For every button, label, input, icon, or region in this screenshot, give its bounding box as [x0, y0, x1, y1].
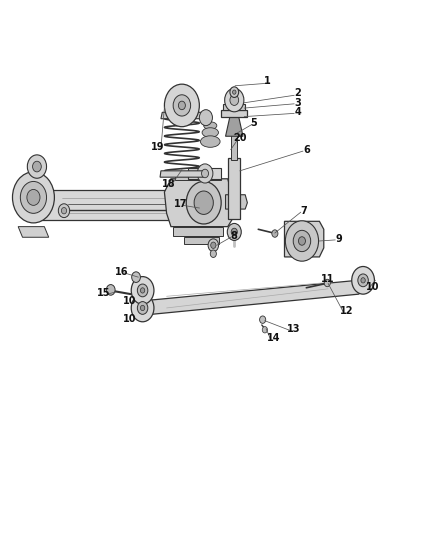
Circle shape	[32, 161, 41, 172]
Text: 18: 18	[162, 179, 176, 189]
Text: 2: 2	[294, 88, 301, 98]
Text: 1: 1	[264, 77, 270, 86]
Text: 3: 3	[294, 98, 301, 108]
Circle shape	[352, 266, 374, 294]
Circle shape	[208, 239, 219, 252]
Circle shape	[199, 110, 212, 126]
Text: 14: 14	[267, 333, 280, 343]
Ellipse shape	[201, 136, 220, 147]
Circle shape	[260, 316, 266, 324]
Text: 10: 10	[366, 282, 380, 292]
Circle shape	[361, 278, 365, 283]
Circle shape	[201, 169, 208, 177]
Circle shape	[197, 164, 213, 183]
Text: 5: 5	[251, 118, 257, 128]
Text: 11: 11	[321, 274, 334, 284]
Polygon shape	[134, 272, 365, 316]
Circle shape	[138, 284, 148, 297]
Circle shape	[12, 172, 54, 223]
Circle shape	[298, 237, 305, 245]
Text: 8: 8	[231, 231, 238, 241]
Circle shape	[106, 285, 115, 295]
Polygon shape	[285, 221, 324, 257]
Circle shape	[194, 191, 213, 214]
Polygon shape	[223, 104, 245, 110]
Circle shape	[27, 155, 46, 178]
Circle shape	[272, 230, 278, 237]
Text: 15: 15	[97, 288, 110, 298]
Text: 20: 20	[233, 133, 247, 143]
Polygon shape	[18, 227, 49, 237]
Polygon shape	[226, 195, 247, 209]
Circle shape	[293, 230, 311, 252]
Circle shape	[225, 88, 244, 112]
Text: 4: 4	[294, 107, 301, 117]
Polygon shape	[188, 168, 221, 179]
Circle shape	[324, 279, 330, 287]
Polygon shape	[226, 117, 243, 136]
Circle shape	[61, 207, 67, 214]
Circle shape	[230, 95, 239, 106]
Text: 10: 10	[123, 313, 136, 324]
Circle shape	[173, 95, 191, 116]
Text: 16: 16	[115, 267, 129, 277]
Circle shape	[230, 87, 239, 98]
Circle shape	[178, 101, 185, 110]
Circle shape	[27, 189, 40, 205]
Circle shape	[58, 204, 70, 217]
Circle shape	[227, 223, 241, 240]
Text: 19: 19	[151, 142, 165, 152]
Polygon shape	[40, 190, 230, 220]
Circle shape	[358, 274, 368, 287]
Circle shape	[141, 288, 145, 293]
Circle shape	[186, 181, 221, 224]
Text: 6: 6	[303, 144, 310, 155]
Circle shape	[20, 181, 46, 213]
Circle shape	[286, 221, 318, 261]
Text: 9: 9	[336, 234, 343, 244]
Circle shape	[131, 294, 154, 322]
Polygon shape	[231, 134, 237, 160]
Text: 17: 17	[174, 199, 188, 209]
Text: 13: 13	[287, 324, 301, 334]
Polygon shape	[164, 179, 234, 227]
Text: 10: 10	[123, 296, 136, 306]
Polygon shape	[221, 110, 247, 117]
Ellipse shape	[204, 122, 217, 130]
Polygon shape	[160, 171, 204, 177]
Circle shape	[141, 305, 145, 311]
Circle shape	[131, 277, 154, 304]
Text: 7: 7	[301, 206, 307, 216]
Text: 12: 12	[340, 305, 353, 316]
Circle shape	[164, 84, 199, 127]
Polygon shape	[173, 227, 223, 236]
Circle shape	[138, 302, 148, 314]
Polygon shape	[175, 172, 221, 180]
Circle shape	[233, 90, 236, 94]
Polygon shape	[228, 158, 240, 219]
Polygon shape	[184, 237, 219, 244]
Polygon shape	[161, 112, 203, 119]
Circle shape	[210, 250, 216, 257]
Circle shape	[132, 272, 141, 282]
Circle shape	[211, 242, 216, 248]
Circle shape	[262, 327, 268, 333]
Ellipse shape	[202, 128, 219, 138]
Circle shape	[231, 228, 237, 236]
